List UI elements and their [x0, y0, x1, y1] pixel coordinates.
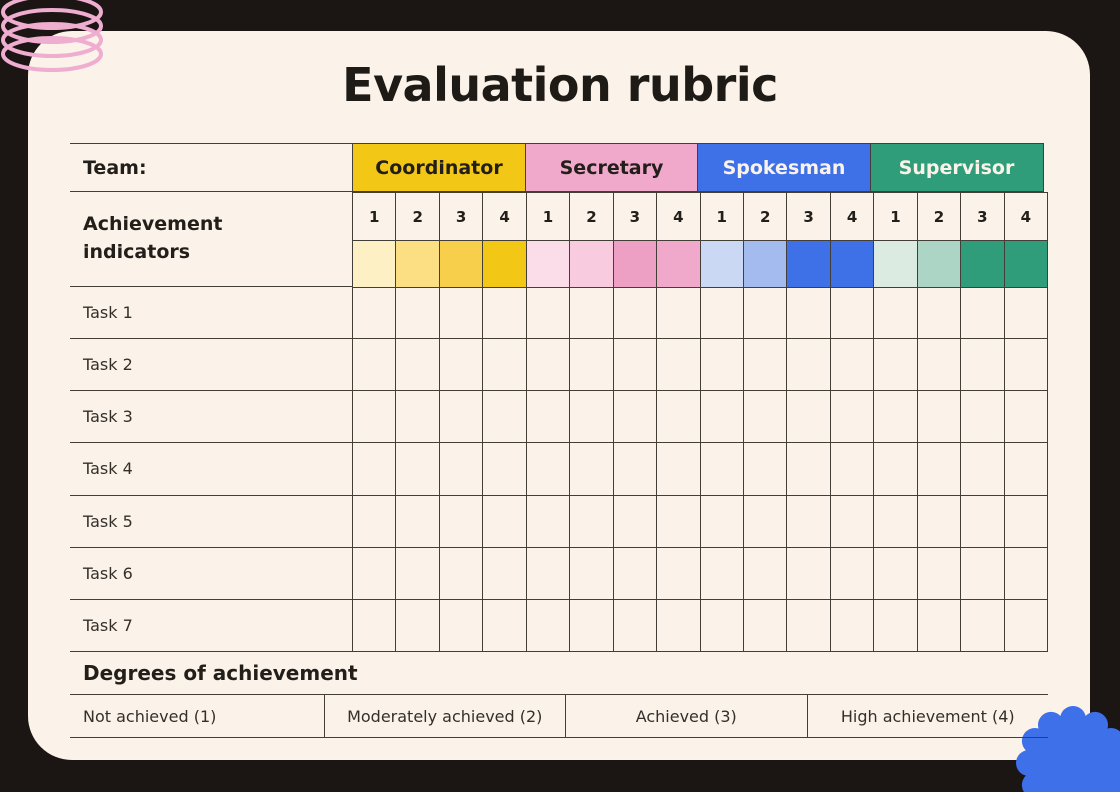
score-level-coordinator-4: 4	[483, 193, 527, 241]
swatch-coordinator-1	[353, 241, 397, 288]
score-level-coordinator-3: 3	[439, 193, 484, 241]
task-grid-column	[570, 287, 614, 652]
score-level-supervisor-3: 3	[961, 193, 1005, 241]
score-level-spokesman-2: 2	[743, 193, 788, 241]
task-grid-column	[527, 287, 571, 652]
team-header-secretary: Secretary	[524, 143, 699, 192]
score-level-supervisor-2: 2	[917, 193, 962, 241]
swatch-supervisor-4	[1004, 241, 1048, 288]
task-row-3: Task 3	[70, 391, 1048, 444]
achievement-indicators-label: Achievement indicators	[83, 213, 223, 263]
task-row-6: Task 6	[70, 548, 1048, 600]
swatch-coordinator-4	[483, 241, 527, 288]
swatch-secretary-3	[613, 241, 658, 288]
degree-label-1: Not achieved (1)	[83, 706, 217, 726]
swatch-spokesman-4	[830, 241, 875, 288]
task-row-4: Task 4	[70, 443, 1048, 496]
task-grid-column	[483, 287, 527, 652]
task-grid-column	[440, 287, 484, 652]
page-title: Evaluation rubric	[342, 58, 778, 112]
team-header-supervisor: Supervisor	[869, 143, 1044, 192]
score-level-spokesman-4: 4	[830, 193, 875, 241]
task-grid-column	[353, 287, 397, 652]
swatch-supervisor-3	[961, 241, 1005, 288]
task-grid-column	[918, 287, 962, 652]
swatch-coordinator-2	[396, 241, 440, 288]
task-grid-column	[614, 287, 658, 652]
swatch-supervisor-2	[917, 241, 962, 288]
degrees-heading: Degrees of achievement	[83, 661, 358, 685]
task-grid-column	[744, 287, 788, 652]
score-level-spokesman-3: 3	[787, 193, 831, 241]
degrees-row: Not achieved (1) Moderately achieved (2) A…	[70, 694, 1048, 738]
task-grid-column	[961, 287, 1005, 652]
task-row-2: Task 2	[70, 339, 1048, 392]
degree-label-4: High achievement (4)	[806, 695, 1049, 737]
swatch-coordinator-3	[439, 241, 484, 288]
rubric-table: Team: Coordinator Secretary Spokesman Super…	[70, 143, 1048, 738]
achievement-indicators-cell: Achievement indicators	[70, 192, 352, 287]
swatch-secretary-1	[526, 241, 571, 288]
task-row-7: Task 7	[70, 600, 1048, 652]
task-grid-column	[657, 287, 701, 652]
degree-label-2: Moderately achieved (2)	[323, 695, 566, 737]
score-level-supervisor-4: 4	[1004, 193, 1048, 241]
task-grid-column	[396, 287, 440, 652]
swatch-spokesman-3	[787, 241, 831, 288]
task-area: Task 1 Task 2 Task 3 Task 4 Task 5 Task 6 Task…	[70, 287, 1048, 652]
team-header-coordinator: Coordinator	[352, 143, 526, 192]
score-level-supervisor-1: 1	[874, 193, 918, 241]
task-row-5: Task 5	[70, 496, 1048, 548]
task-row-1: Task 1	[70, 287, 1048, 340]
swatch-secretary-4	[657, 241, 701, 288]
task-grid-column	[831, 287, 875, 652]
score-level-secretary-4: 4	[657, 193, 701, 241]
task-grid-lines	[352, 287, 1048, 652]
task-grid-column	[874, 287, 918, 652]
degree-label-3: Achieved (3)	[565, 695, 807, 737]
score-level-secretary-1: 1	[526, 193, 571, 241]
task-grid-column	[701, 287, 744, 652]
team-label-cell: Team:	[70, 143, 352, 192]
score-level-secretary-3: 3	[613, 193, 658, 241]
task-grid-column	[787, 287, 831, 652]
score-level-coordinator-2: 2	[396, 193, 440, 241]
score-level-coordinator-1: 1	[353, 193, 397, 241]
task-rows: Task 1 Task 2 Task 3 Task 4 Task 5 Task 6 Task…	[70, 287, 1048, 652]
swatch-secretary-2	[570, 241, 614, 288]
swatch-spokesman-1	[700, 241, 744, 288]
task-grid-column	[1005, 287, 1048, 652]
swatch-spokesman-2	[743, 241, 788, 288]
swatch-supervisor-1	[874, 241, 918, 288]
team-header-spokesman: Spokesman	[697, 143, 871, 192]
team-header-row: Team: Coordinator Secretary Spokesman Super…	[70, 143, 1048, 192]
score-level-spokesman-1: 1	[700, 193, 744, 241]
score-level-secretary-2: 2	[570, 193, 614, 241]
